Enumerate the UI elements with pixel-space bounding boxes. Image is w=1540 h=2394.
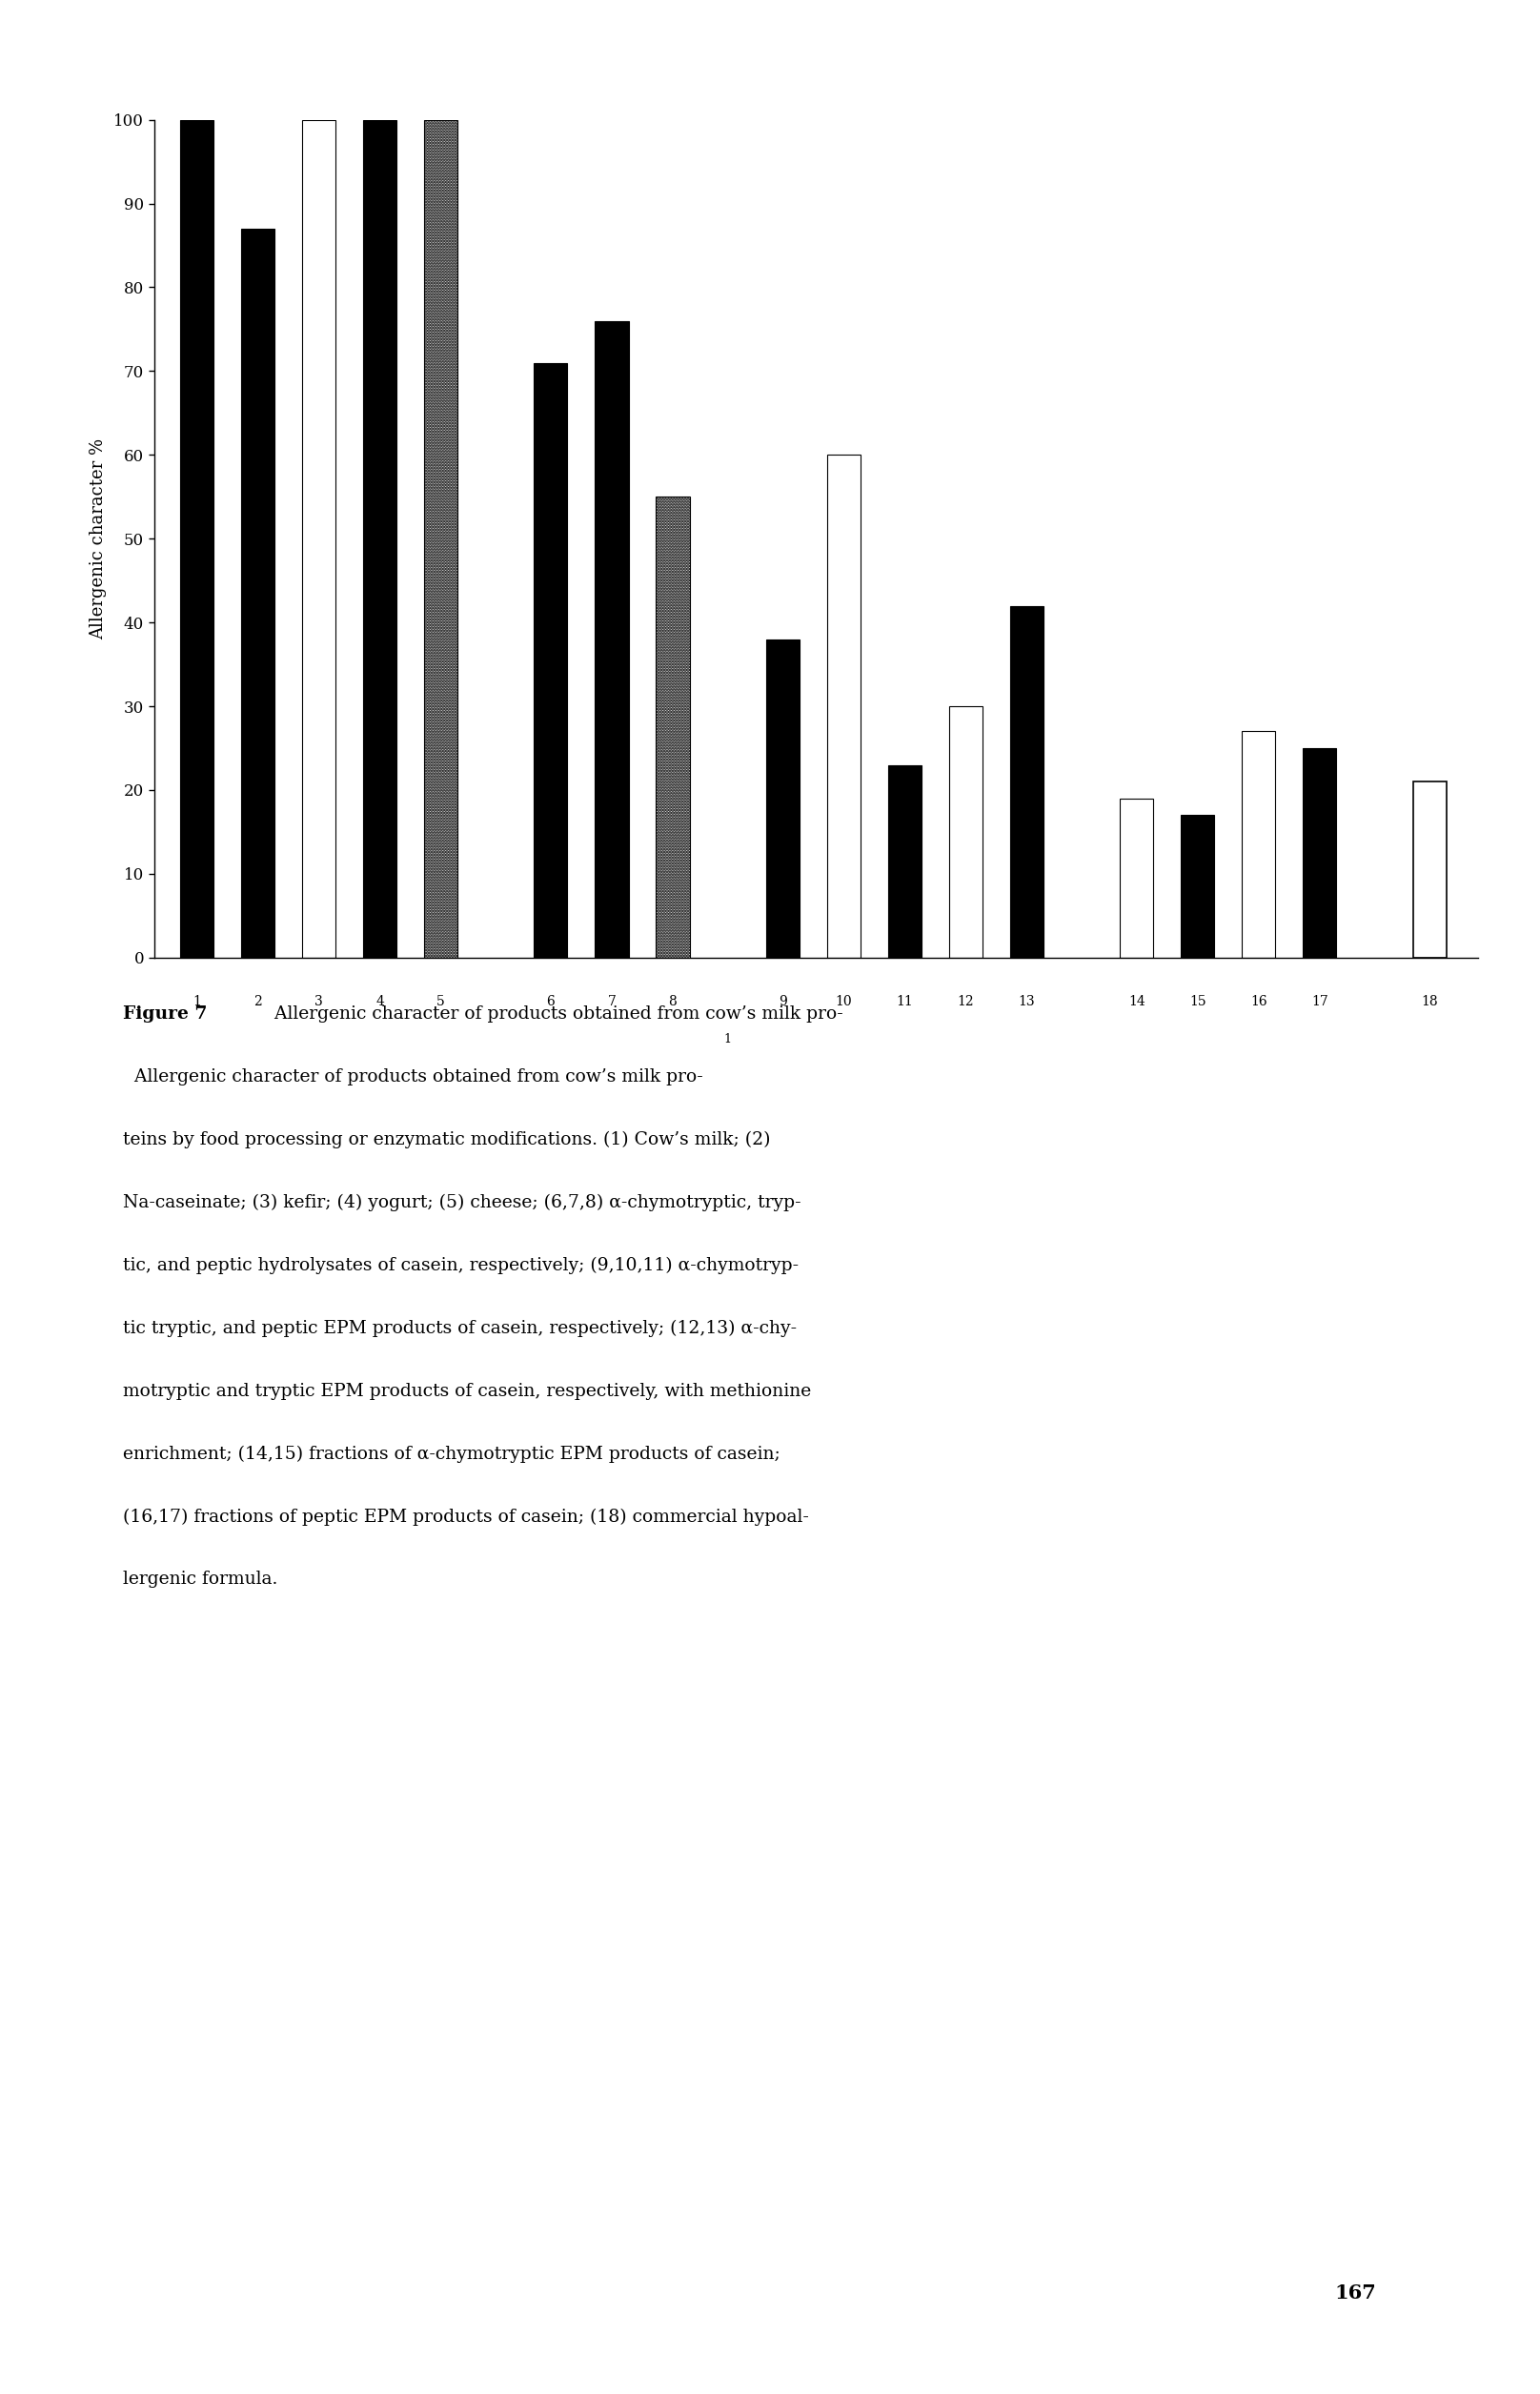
Text: 17: 17 bbox=[1311, 996, 1327, 1008]
Bar bbox=[1241, 733, 1275, 958]
Bar bbox=[180, 120, 214, 958]
Text: 1: 1 bbox=[192, 996, 200, 1008]
Bar bbox=[424, 120, 457, 958]
Text: Allergenic character of products obtained from cow’s milk pro-: Allergenic character of products obtaine… bbox=[123, 1068, 704, 1084]
Bar bbox=[1303, 747, 1337, 958]
Text: lergenic formula.: lergenic formula. bbox=[123, 1570, 277, 1587]
Text: 3: 3 bbox=[314, 996, 323, 1008]
Text: 6: 6 bbox=[547, 996, 554, 1008]
Text: 15: 15 bbox=[1189, 996, 1206, 1008]
Text: Allergenic character of products obtained from cow’s milk pro-: Allergenic character of products obtaine… bbox=[263, 1005, 842, 1022]
Text: (16,17) fractions of peptic EPM products of casein; (18) commercial hypoal-: (16,17) fractions of peptic EPM products… bbox=[123, 1508, 808, 1525]
Bar bbox=[949, 706, 983, 958]
Text: motryptic and tryptic EPM products of casein, respectively, with methionine: motryptic and tryptic EPM products of ca… bbox=[123, 1381, 812, 1400]
Text: 5: 5 bbox=[437, 996, 445, 1008]
Text: 18: 18 bbox=[1421, 996, 1438, 1008]
Bar bbox=[534, 364, 568, 958]
Text: Figure 7: Figure 7 bbox=[123, 1005, 208, 1022]
Text: 14: 14 bbox=[1129, 996, 1146, 1008]
Text: 8: 8 bbox=[668, 996, 678, 1008]
Bar bbox=[363, 120, 397, 958]
Text: enrichment; (14,15) fractions of α-chymotryptic EPM products of casein;: enrichment; (14,15) fractions of α-chymo… bbox=[123, 1446, 781, 1463]
Text: teins by food processing or enzymatic modifications. (1) Cow’s milk; (2): teins by food processing or enzymatic mo… bbox=[123, 1130, 770, 1149]
Bar bbox=[302, 120, 336, 958]
Text: 10: 10 bbox=[835, 996, 852, 1008]
Bar bbox=[656, 498, 690, 958]
Text: 1: 1 bbox=[724, 1032, 732, 1046]
Text: Na-caseinate; (3) kefir; (4) yogurt; (5) cheese; (6,7,8) α-chymotryptic, tryp-: Na-caseinate; (3) kefir; (4) yogurt; (5)… bbox=[123, 1195, 801, 1211]
Text: 4: 4 bbox=[376, 996, 383, 1008]
Bar bbox=[594, 321, 628, 958]
Text: 16: 16 bbox=[1250, 996, 1267, 1008]
Bar bbox=[1412, 780, 1446, 958]
Text: tic, and peptic hydrolysates of casein, respectively; (9,10,11) α-chymotryp-: tic, and peptic hydrolysates of casein, … bbox=[123, 1257, 799, 1274]
Bar bbox=[765, 639, 799, 958]
Bar bbox=[1120, 797, 1153, 958]
Text: 11: 11 bbox=[896, 996, 913, 1008]
Text: 9: 9 bbox=[778, 996, 787, 1008]
Bar bbox=[240, 227, 274, 958]
Bar bbox=[827, 455, 861, 958]
Text: tic tryptic, and peptic EPM products of casein, respectively; (12,13) α-chy-: tic tryptic, and peptic EPM products of … bbox=[123, 1319, 798, 1338]
Text: 12: 12 bbox=[958, 996, 975, 1008]
Bar bbox=[1010, 606, 1044, 958]
Y-axis label: Allergenic character %: Allergenic character % bbox=[89, 438, 108, 639]
Text: 13: 13 bbox=[1018, 996, 1035, 1008]
Text: 7: 7 bbox=[607, 996, 616, 1008]
Bar bbox=[1181, 814, 1215, 958]
Text: 167: 167 bbox=[1334, 2284, 1377, 2303]
Bar bbox=[889, 764, 921, 958]
Text: 2: 2 bbox=[254, 996, 262, 1008]
